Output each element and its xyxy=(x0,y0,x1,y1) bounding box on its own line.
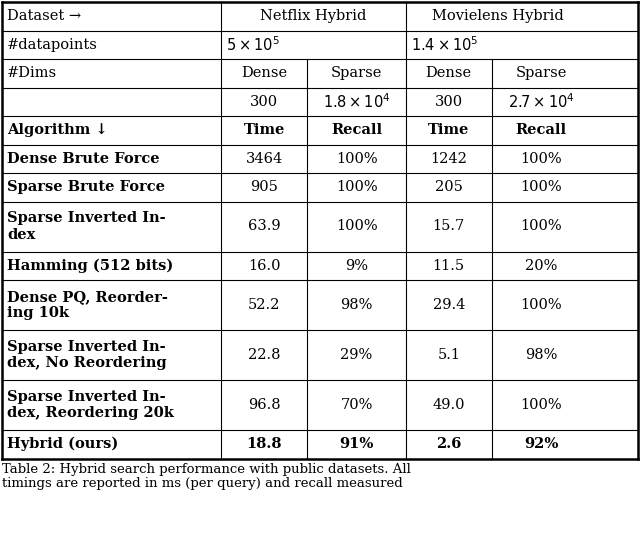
Text: Dataset →: Dataset → xyxy=(7,9,81,23)
Text: 9%: 9% xyxy=(345,259,368,273)
Text: Sparse: Sparse xyxy=(331,66,382,80)
Text: 11.5: 11.5 xyxy=(433,259,465,273)
Text: Sparse Inverted In-
dex, Reordering 20k: Sparse Inverted In- dex, Reordering 20k xyxy=(7,390,174,420)
Text: 5.1: 5.1 xyxy=(437,348,460,362)
Text: Table 2: Hybrid search performance with public datasets. All
timings are reporte: Table 2: Hybrid search performance with … xyxy=(2,462,411,490)
Text: 29%: 29% xyxy=(340,348,372,362)
Text: Movielens Hybrid: Movielens Hybrid xyxy=(432,9,564,23)
Text: 22.8: 22.8 xyxy=(248,348,280,362)
Text: $2.7 \times 10^4$: $2.7 \times 10^4$ xyxy=(508,92,574,111)
Text: Dense Brute Force: Dense Brute Force xyxy=(7,152,159,166)
Text: 20%: 20% xyxy=(525,259,557,273)
Text: 98%: 98% xyxy=(525,348,557,362)
Text: #datapoints: #datapoints xyxy=(7,38,98,52)
Text: $1.8 \times 10^4$: $1.8 \times 10^4$ xyxy=(323,92,390,111)
Text: #Dims: #Dims xyxy=(7,66,57,80)
Text: 100%: 100% xyxy=(336,152,378,166)
Text: 2.6: 2.6 xyxy=(436,437,461,451)
Text: Recall: Recall xyxy=(331,123,382,137)
Text: 49.0: 49.0 xyxy=(433,398,465,412)
Text: Dense: Dense xyxy=(241,66,287,80)
Text: Hamming (512 bits): Hamming (512 bits) xyxy=(7,259,173,273)
Text: 15.7: 15.7 xyxy=(433,219,465,233)
Text: 70%: 70% xyxy=(340,398,372,412)
Text: 100%: 100% xyxy=(336,180,378,194)
Text: 100%: 100% xyxy=(520,398,562,412)
Text: 100%: 100% xyxy=(520,180,562,194)
Text: Sparse Inverted In-
dex: Sparse Inverted In- dex xyxy=(7,211,166,241)
Text: Sparse Inverted In-
dex, No Reordering: Sparse Inverted In- dex, No Reordering xyxy=(7,340,166,370)
Text: 100%: 100% xyxy=(336,219,378,233)
Text: Netflix Hybrid: Netflix Hybrid xyxy=(260,9,367,23)
Text: Sparse: Sparse xyxy=(515,66,566,80)
Text: 100%: 100% xyxy=(520,298,562,312)
Text: 29.4: 29.4 xyxy=(433,298,465,312)
Text: 96.8: 96.8 xyxy=(248,398,281,412)
Text: 300: 300 xyxy=(250,95,278,109)
Text: 98%: 98% xyxy=(340,298,372,312)
Text: Algorithm ↓: Algorithm ↓ xyxy=(7,123,108,137)
Text: 92%: 92% xyxy=(524,437,558,451)
Text: Time: Time xyxy=(428,123,470,137)
Text: Dense: Dense xyxy=(426,66,472,80)
Text: Sparse Brute Force: Sparse Brute Force xyxy=(7,180,165,194)
Text: 3464: 3464 xyxy=(246,152,283,166)
Text: Dense PQ, Reorder-
ing 10k: Dense PQ, Reorder- ing 10k xyxy=(7,290,168,320)
Text: Recall: Recall xyxy=(515,123,566,137)
Text: Time: Time xyxy=(244,123,285,137)
Text: 100%: 100% xyxy=(520,152,562,166)
Text: 1242: 1242 xyxy=(430,152,467,166)
Text: $1.4 \times 10^5$: $1.4 \times 10^5$ xyxy=(411,36,479,54)
Text: 91%: 91% xyxy=(339,437,374,451)
Text: 300: 300 xyxy=(435,95,463,109)
Text: 16.0: 16.0 xyxy=(248,259,280,273)
Text: $5 \times 10^5$: $5 \times 10^5$ xyxy=(227,36,280,54)
Text: 100%: 100% xyxy=(520,219,562,233)
Text: 52.2: 52.2 xyxy=(248,298,280,312)
Text: 63.9: 63.9 xyxy=(248,219,281,233)
Text: 905: 905 xyxy=(250,180,278,194)
Text: 18.8: 18.8 xyxy=(246,437,282,451)
Text: Hybrid (ours): Hybrid (ours) xyxy=(7,437,118,452)
Text: 205: 205 xyxy=(435,180,463,194)
